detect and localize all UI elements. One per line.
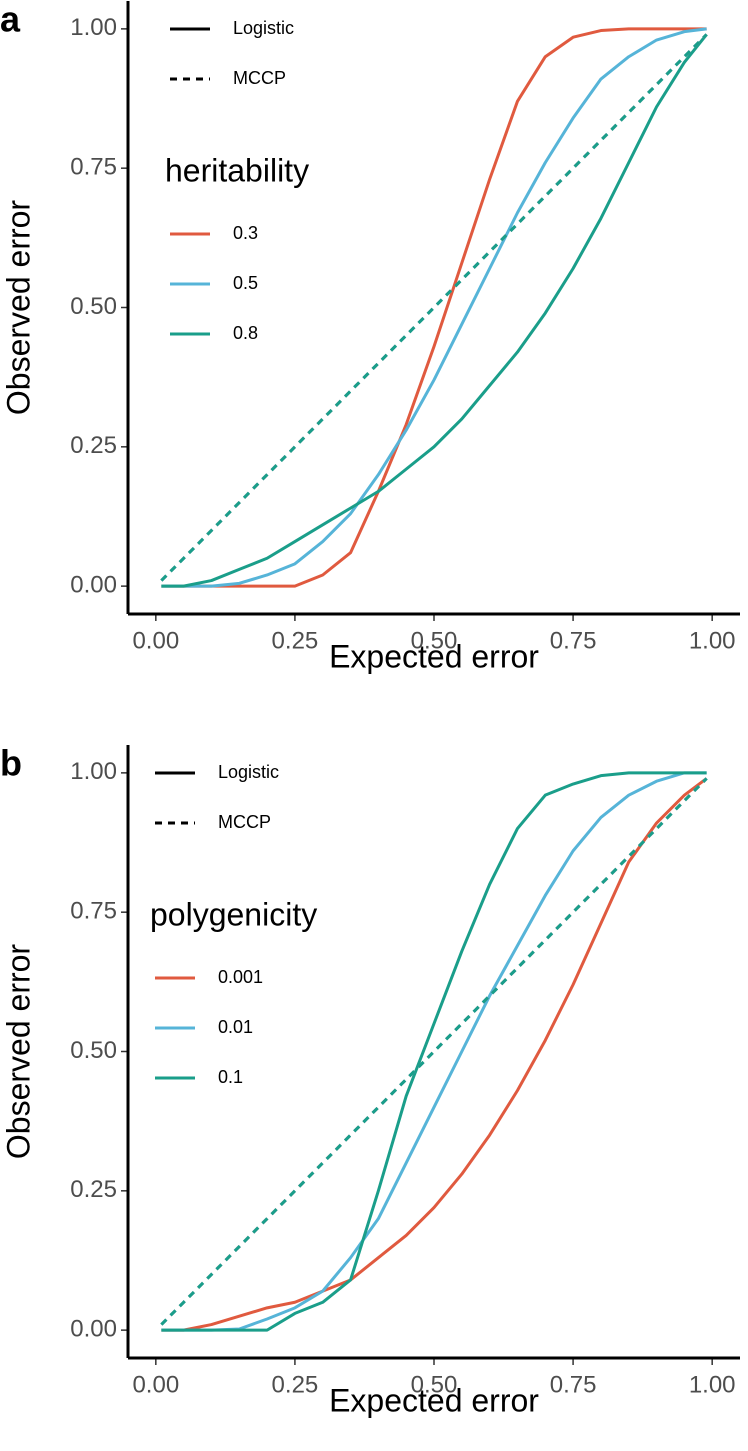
y-tick-label: 0.75 (70, 154, 117, 181)
y-tick-label: 0.75 (70, 898, 117, 925)
logistic-line (161, 771, 707, 1332)
logistic-line (161, 27, 707, 588)
x-tick-label: 0.50 (411, 1371, 458, 1398)
legend-label: 0.5 (233, 273, 258, 293)
y-axis-label: Observed error (0, 944, 36, 1160)
x-tick-label: 1.00 (689, 627, 736, 654)
y-tick-label: 0.50 (70, 1037, 117, 1064)
logistic-line (161, 33, 708, 588)
mccp-line (160, 777, 708, 1326)
legend-label: Logistic (218, 762, 279, 782)
x-tick-label: 0.50 (411, 627, 458, 654)
panel: b 0.00 0.25 0.50 0.75 1.00 0.00 0.25 0.50 0.75 1.0… (0, 743, 740, 1418)
legend-title: polygenicity (150, 896, 317, 932)
y-tick-label: 0.50 (70, 293, 117, 320)
panel-label: a (0, 0, 21, 40)
x-tick-label: 0.75 (550, 1371, 597, 1398)
legend-label: 0.001 (218, 967, 263, 987)
legend-label: 0.8 (233, 323, 258, 343)
x-tick-label: 0.25 (272, 1371, 319, 1398)
y-tick-label: 0.25 (70, 432, 117, 459)
legend-label: MCCP (218, 812, 271, 832)
y-tick-label: 1.00 (70, 14, 117, 41)
y-tick-label: 0.00 (70, 571, 117, 598)
legend-label: Logistic (233, 18, 294, 38)
x-axis-label: Expected error (329, 1382, 539, 1418)
mccp-line (160, 33, 708, 582)
x-tick-label: 0.75 (550, 627, 597, 654)
y-tick-label: 1.00 (70, 758, 117, 785)
y-axis-label: Observed error (0, 200, 36, 416)
logistic-line (161, 771, 707, 1332)
panel: a 0.00 0.25 0.50 0.75 1.00 0.00 0.25 0.50 0.75 1.0… (0, 0, 740, 674)
logistic-line (161, 777, 708, 1332)
y-tick-label: 0.25 (70, 1176, 117, 1203)
legend-title: heritability (165, 152, 309, 188)
x-tick-label: 0.00 (132, 1371, 179, 1398)
legend-label: 0.01 (218, 1017, 253, 1037)
legend-label: 0.3 (233, 223, 258, 243)
x-axis-label: Expected error (329, 638, 539, 674)
panel-label: b (0, 743, 22, 784)
legend-label: 0.1 (218, 1067, 243, 1087)
x-tick-label: 0.25 (272, 627, 319, 654)
legend-label: MCCP (233, 68, 286, 88)
x-tick-label: 1.00 (689, 1371, 736, 1398)
logistic-line (161, 27, 707, 588)
y-tick-label: 0.00 (70, 1315, 117, 1342)
x-tick-label: 0.00 (132, 627, 179, 654)
